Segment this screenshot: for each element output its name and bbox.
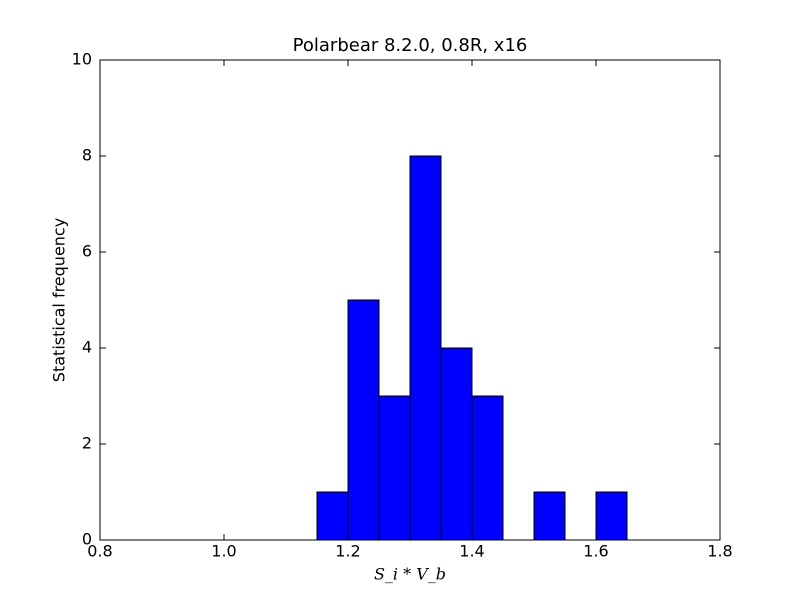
y-axis-label: Statistical frequency [50,218,69,382]
x-axis-label: S_i * V_b [374,565,446,584]
bar [533,491,566,541]
y-tick-label: 4 [82,338,92,357]
y-tick-label: 2 [82,434,92,453]
bar [440,347,473,541]
bar [378,395,411,541]
bar [347,299,380,541]
chart-title: Polarbear 8.2.0, 0.8R, x16 [293,35,528,56]
x-tick-label: 1.4 [459,542,484,561]
plot-frame [99,59,721,541]
y-tick-label: 6 [82,242,92,261]
bar [316,491,349,541]
bar [595,491,628,541]
y-tick-label: 8 [82,146,92,165]
y-tick-label: 10 [72,50,92,69]
bar [409,155,442,541]
bar [471,395,504,541]
x-tick-label: 1.6 [583,542,608,561]
x-tick-label: 1.8 [707,542,732,561]
x-tick-label: 1.0 [211,542,236,561]
x-tick-label: 0.8 [87,542,112,561]
y-tick-label: 0 [82,530,92,549]
x-tick-label: 1.2 [335,542,360,561]
